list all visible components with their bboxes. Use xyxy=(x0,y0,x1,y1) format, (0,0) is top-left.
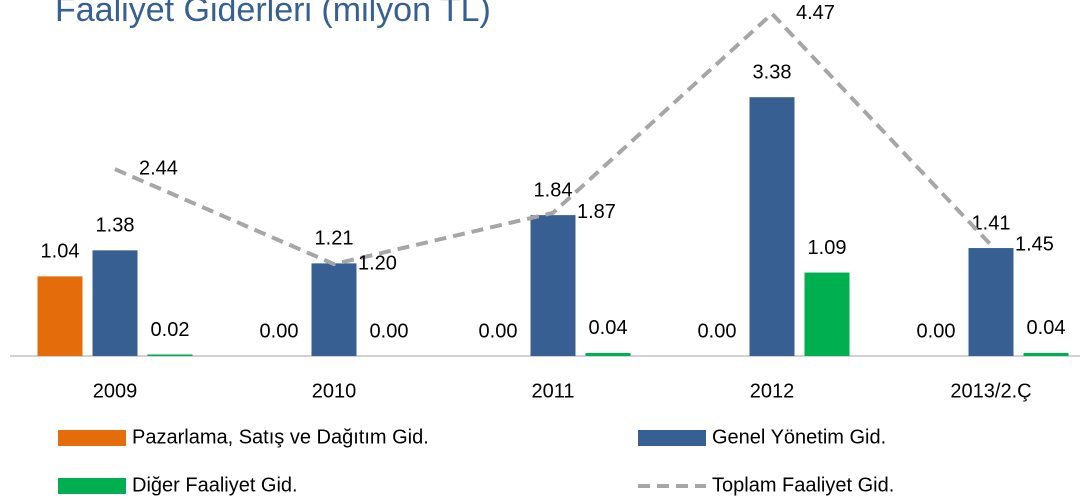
legend-label: Toplam Faaliyet Gid. xyxy=(712,474,894,496)
line xyxy=(114,10,993,267)
data-label: 0.04 xyxy=(589,317,628,339)
bar xyxy=(92,250,138,356)
x-tick-label: 2013/2.Ç xyxy=(950,380,1031,402)
data-label: 1.41 xyxy=(972,212,1011,234)
bar xyxy=(968,248,1014,356)
data-label: 4.47 xyxy=(796,2,835,24)
data-label: 3.38 xyxy=(753,62,792,84)
bar xyxy=(37,276,83,356)
data-label: 1.38 xyxy=(96,215,135,237)
data-label: 0.00 xyxy=(698,320,737,342)
legend-label: Genel Yönetim Gid. xyxy=(712,426,886,448)
data-label: 1.09 xyxy=(808,237,847,259)
data-label: 0.00 xyxy=(370,320,409,342)
data-label: 0.04 xyxy=(1027,317,1066,339)
data-label: 0.00 xyxy=(917,320,956,342)
data-label: 1.87 xyxy=(577,201,616,223)
legend-swatch xyxy=(58,430,126,446)
data-label: 1.84 xyxy=(534,179,573,201)
bar xyxy=(311,263,357,356)
bar xyxy=(749,97,795,357)
bar xyxy=(147,354,193,356)
legend-label: Diğer Faaliyet Gid. xyxy=(132,474,298,496)
x-tick-label: 2011 xyxy=(531,380,574,402)
x-tick-label: 2010 xyxy=(312,380,357,402)
data-label: 2.44 xyxy=(139,157,178,179)
data-label: 1.45 xyxy=(1015,233,1054,255)
legend-label: Pazarlama, Satış ve Dağıtım Gid. xyxy=(132,426,429,448)
bar xyxy=(530,215,576,356)
data-label: 0.00 xyxy=(260,320,299,342)
legend-swatch xyxy=(58,478,126,494)
legend-swatch xyxy=(638,430,706,446)
data-label: 1.04 xyxy=(41,241,80,263)
bar xyxy=(1023,352,1069,356)
x-tick-label: 2012 xyxy=(750,380,795,402)
chart-title: Faaliyet Giderleri (milyon TL) xyxy=(55,0,491,29)
data-label: 1.21 xyxy=(315,228,354,250)
bar xyxy=(804,272,850,356)
data-label: 0.02 xyxy=(151,319,190,341)
data-label: 1.20 xyxy=(358,252,397,274)
bar xyxy=(585,352,631,356)
data-label: 0.00 xyxy=(479,320,518,342)
x-tick-label: 2009 xyxy=(93,380,138,402)
